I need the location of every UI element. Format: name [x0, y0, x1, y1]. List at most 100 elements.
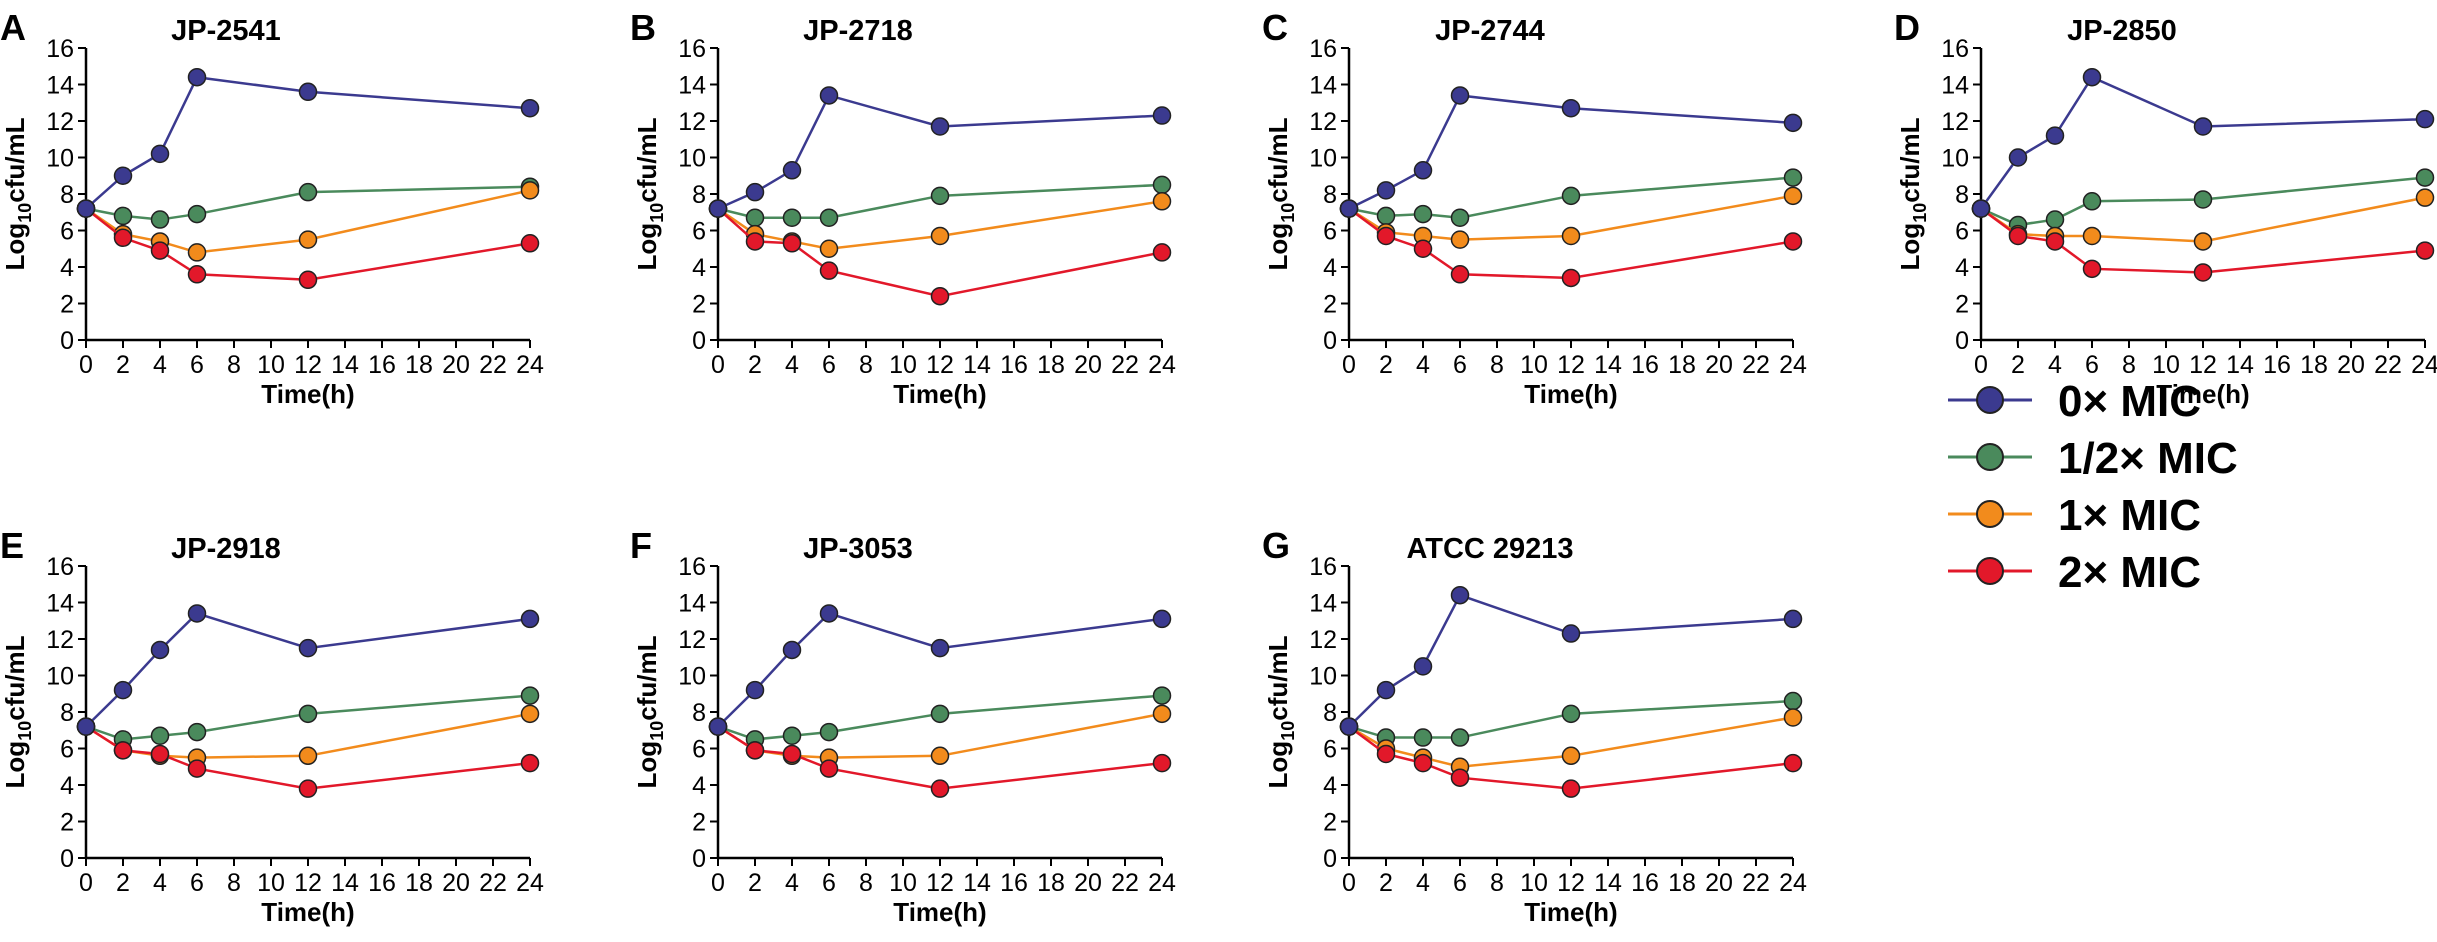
x-axis-title: Time(h): [1524, 379, 1617, 409]
data-point: [1152, 243, 1172, 262]
data-point: [930, 638, 950, 658]
y-tick-label: 2: [1323, 809, 1337, 837]
y-tick-label: 16: [1309, 35, 1337, 63]
x-tick-label: 10: [257, 351, 285, 379]
x-tick-label: 14: [2226, 351, 2254, 379]
data-point: [1561, 186, 1581, 206]
data-point: [1152, 106, 1172, 125]
y-tick-label: 6: [692, 218, 706, 246]
y-axis-title: Log10cfu/mL: [632, 635, 667, 788]
x-tick-label: 24: [2411, 351, 2437, 379]
y-axis-title: Log10cfu/mL: [0, 635, 35, 788]
panel-title: JP-2850: [2067, 15, 2177, 47]
x-axis-title: Time(h): [893, 897, 986, 927]
y-tick-label: 4: [692, 254, 706, 282]
y-tick-label: 4: [1323, 254, 1337, 282]
y-tick-label: 8: [60, 181, 74, 209]
x-tick-label: 12: [294, 351, 322, 379]
y-axis-title: Log10cfu/mL: [1895, 117, 1930, 270]
data-point: [1783, 609, 1803, 629]
y-tick-label: 4: [60, 254, 74, 282]
data-point: [1376, 744, 1396, 764]
x-axis-title: Time(h): [261, 897, 354, 927]
legend-marker: [1976, 386, 2004, 414]
x-tick-label: 10: [889, 869, 917, 897]
y-axis-title: Log10cfu/mL: [632, 117, 667, 270]
x-tick-label: 10: [2152, 351, 2180, 379]
x-tick-label: 16: [1000, 351, 1028, 379]
data-point: [1450, 230, 1470, 249]
x-tick-label: 10: [1520, 869, 1548, 897]
data-point: [745, 232, 765, 251]
x-tick-label: 20: [442, 351, 470, 379]
data-point: [1971, 199, 1991, 218]
x-tick-label: 24: [516, 351, 544, 379]
x-tick-label: 22: [1111, 869, 1139, 897]
panel-letter: F: [630, 525, 652, 566]
data-point: [187, 722, 207, 742]
data-point: [1152, 609, 1172, 629]
data-point: [298, 779, 318, 798]
data-point: [298, 704, 318, 724]
x-tick-label: 22: [1742, 351, 1770, 379]
data-point: [2193, 232, 2213, 251]
data-point: [1450, 86, 1470, 105]
data-point: [819, 759, 839, 778]
x-axis-title: Time(h): [261, 379, 354, 409]
x-tick-label: 22: [2374, 351, 2402, 379]
data-point: [930, 226, 950, 246]
data-point: [1561, 704, 1581, 724]
x-tick-label: 0: [1974, 351, 1988, 379]
data-point: [520, 609, 540, 629]
data-point: [150, 241, 170, 260]
y-tick-label: 14: [46, 590, 74, 618]
data-point: [520, 704, 540, 724]
data-point: [1376, 206, 1396, 226]
x-tick-label: 6: [2085, 351, 2099, 379]
x-tick-label: 2: [748, 869, 762, 897]
data-point: [187, 67, 207, 87]
data-point: [1783, 168, 1803, 187]
data-point: [1783, 113, 1803, 133]
data-point: [2045, 232, 2065, 251]
data-point: [150, 210, 170, 229]
panel-letter: B: [630, 7, 656, 48]
data-point: [1413, 204, 1433, 224]
data-point: [782, 744, 802, 764]
data-point: [930, 746, 950, 766]
x-tick-label: 4: [153, 869, 167, 897]
data-point: [150, 744, 170, 764]
x-tick-label: 16: [368, 351, 396, 379]
y-tick-label: 4: [1955, 254, 1969, 282]
y-tick-label: 2: [60, 291, 74, 319]
y-tick-label: 12: [678, 108, 706, 136]
x-tick-label: 2: [116, 351, 130, 379]
x-tick-label: 6: [1453, 869, 1467, 897]
x-tick-label: 0: [79, 351, 93, 379]
y-tick-label: 16: [678, 35, 706, 63]
data-point: [113, 166, 133, 185]
series-line: [1979, 75, 2426, 210]
panel-letter: A: [0, 7, 26, 48]
data-point: [1152, 704, 1172, 724]
panel-letter: E: [0, 525, 24, 566]
data-point: [298, 746, 318, 766]
y-tick-label: 12: [46, 626, 74, 654]
x-tick-label: 16: [2263, 351, 2291, 379]
data-point: [1339, 199, 1359, 218]
y-tick-label: 8: [692, 699, 706, 727]
x-tick-label: 2: [2011, 351, 2025, 379]
data-point: [1561, 226, 1581, 246]
y-tick-label: 14: [678, 590, 706, 618]
x-tick-label: 4: [1416, 869, 1430, 897]
legend-label: 2× MIC: [2058, 548, 2201, 597]
y-tick-label: 8: [1955, 181, 1969, 209]
x-tick-label: 10: [1520, 351, 1548, 379]
legend-item: 0× MIC: [1948, 377, 2201, 426]
x-tick-label: 14: [331, 351, 359, 379]
x-tick-label: 24: [1148, 869, 1176, 897]
x-tick-label: 18: [1668, 351, 1696, 379]
data-point: [2008, 226, 2028, 246]
